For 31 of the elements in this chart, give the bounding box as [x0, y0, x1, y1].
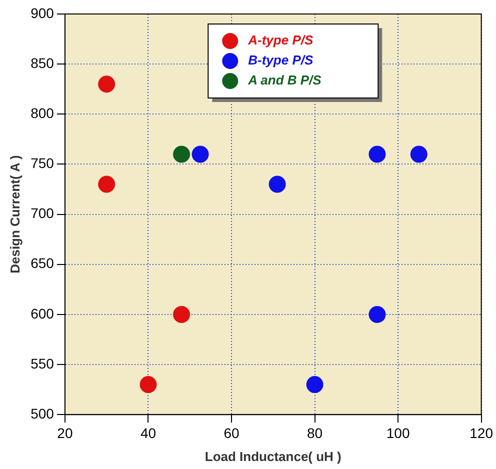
x-axis-title: Load Inductance( uH ) — [204, 448, 342, 464]
point — [306, 376, 324, 394]
point — [268, 176, 286, 193]
point — [173, 146, 190, 163]
legend-label: B-type P/S — [248, 52, 314, 68]
x-tick-label: 80 — [306, 424, 323, 441]
legend-label: A and B P/S — [247, 72, 322, 88]
point — [140, 376, 157, 394]
y-tick-label: 500 — [30, 405, 54, 422]
y-axis-title: Design Current( A ) — [7, 155, 22, 274]
y-tick-label: 550 — [30, 355, 54, 372]
point — [192, 146, 209, 163]
x-tick-label: 120 — [470, 424, 494, 441]
x-tick-label: 40 — [140, 424, 156, 441]
y-tick-label: 650 — [30, 255, 54, 272]
point — [368, 306, 386, 323]
point — [410, 146, 428, 163]
y-tick-label: 850 — [30, 54, 54, 71]
y-tick-label: 800 — [30, 105, 54, 122]
y-tick-label: 700 — [30, 205, 54, 222]
y-tick-label: 750 — [30, 155, 54, 172]
point — [98, 176, 116, 193]
y-tick-label: 900 — [30, 4, 54, 21]
y-tick-label: 600 — [30, 305, 54, 322]
point — [98, 76, 116, 93]
point — [173, 306, 190, 323]
x-tick-label: 20 — [57, 424, 73, 441]
x-tick-label: 60 — [224, 424, 240, 441]
x-tick-label: 100 — [386, 424, 410, 441]
legend-label: A-type P/S — [247, 32, 314, 48]
point — [368, 146, 386, 163]
